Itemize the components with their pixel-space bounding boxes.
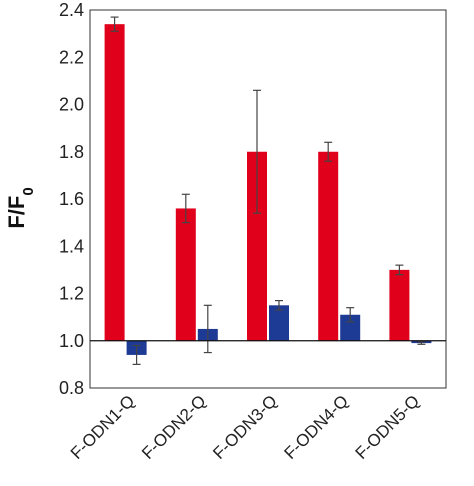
y-tick-label: 1.0 [59, 331, 84, 351]
bar [340, 314, 361, 341]
bar [389, 269, 410, 341]
x-tick-label: F-ODN1-Q [67, 391, 139, 463]
y-tick-label: 1.2 [59, 284, 84, 304]
error-bars [110, 16, 426, 365]
x-tick-label: F-ODN3-Q [209, 391, 281, 463]
y-axis-title-subscript: 0 [20, 187, 37, 195]
y-tick-label: 2.0 [59, 95, 84, 115]
bar [318, 151, 339, 341]
y-axis-ticks: 0.8 1.0 1.2 1.4 1.6 1.8 2.0 2.2 2.4 [59, 0, 84, 398]
y-tick-label: 2.2 [59, 47, 84, 67]
y-axis-title: F/F0 [4, 187, 37, 228]
x-tick-label: F-ODN4-Q [280, 391, 352, 463]
plot-frame [89, 9, 447, 389]
y-tick-label: 1.4 [59, 236, 84, 256]
bars [104, 24, 432, 355]
bar [104, 24, 125, 341]
bar [247, 151, 267, 341]
x-tick-label: F-ODN5-Q [352, 391, 424, 463]
y-tick-label: 1.6 [59, 189, 84, 209]
bar [175, 208, 196, 341]
y-tick-label: 1.8 [59, 142, 84, 162]
x-axis-labels: F-ODN1-Q F-ODN2-Q F-ODN3-Q F-ODN4-Q F-ODN5-Q [67, 391, 423, 463]
y-tick-label: 2.4 [59, 0, 84, 20]
y-tick-label: 0.8 [59, 378, 84, 398]
x-tick-label: F-ODN2-Q [138, 391, 210, 463]
y-axis-title-main: F/F [4, 196, 29, 229]
bar [269, 305, 289, 341]
